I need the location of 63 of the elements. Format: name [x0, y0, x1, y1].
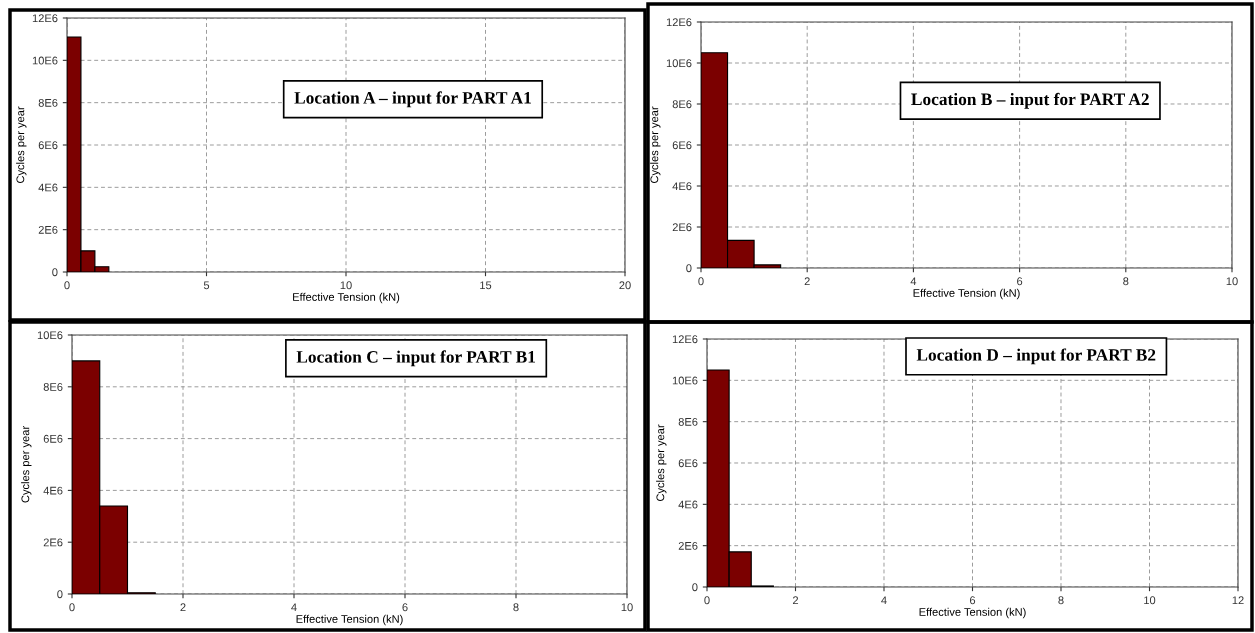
text: Location C – input for PART B1 [296, 350, 536, 367]
x-tick-label: 2 [180, 603, 186, 612]
y-axis-title: Cycles per year [650, 106, 661, 184]
x-axis-title: Effective Tension (kN) [296, 614, 403, 626]
x-tick-label: 4 [910, 277, 917, 286]
y-tick-label: 12E6 [672, 335, 698, 344]
x-tick-label: 2 [792, 596, 799, 605]
text: Location B – input for PART A2 [911, 92, 1149, 109]
y-tick-label: 0 [686, 264, 692, 273]
x-axis-title: Effective Tension (kN) [919, 607, 1026, 619]
y-tick-label: 0 [692, 583, 698, 592]
text: Location A – input for PART A1 [294, 91, 531, 108]
y-tick-label: 2E6 [678, 541, 698, 550]
y-tick-label: 10E6 [37, 331, 63, 340]
x-tick-label: 0 [698, 277, 704, 286]
x-tick-label: 12 [1232, 596, 1244, 605]
x-axis-title: Effective Tension (kN) [913, 288, 1020, 300]
x-tick-label: 6 [969, 596, 976, 605]
x-tick-label: 4 [881, 596, 887, 605]
y-tick-label: 4E6 [43, 486, 63, 495]
y-tick-label: 6E6 [672, 141, 692, 150]
y-tick-label: 2E6 [43, 538, 63, 547]
y-tick-label: 0 [52, 268, 58, 277]
y-tick-label: 8E6 [672, 100, 692, 109]
x-tick-label: 8 [1058, 596, 1064, 605]
text: Location D – input for PART B2 [916, 348, 1156, 365]
y-tick-label: 4E6 [38, 183, 58, 192]
x-tick-label: 10 [621, 603, 633, 612]
y-tick-label: 12E6 [666, 18, 692, 27]
y-tick-label: 6E6 [43, 434, 63, 443]
y-axis-title: Cycles per year [656, 424, 667, 502]
x-tick-label: 4 [291, 603, 297, 612]
y-tick-label: 2E6 [38, 225, 58, 234]
y-tick-label: 12E6 [32, 14, 58, 23]
x-tick-label: 5 [203, 281, 210, 290]
x-tick-label: 8 [513, 603, 519, 612]
y-tick-label: 4E6 [678, 500, 698, 509]
y-tick-label: 10E6 [32, 56, 58, 65]
x-tick-label: 10 [1144, 596, 1156, 605]
x-tick-label: 10 [340, 281, 352, 290]
x-tick-label: 6 [1017, 277, 1023, 286]
y-axis-title: Cycles per year [21, 426, 32, 503]
y-axis-title: Cycles per year [16, 106, 27, 184]
x-tick-label: 0 [64, 281, 70, 290]
y-tick-label: 4E6 [672, 182, 692, 191]
x-tick-label: 10 [1226, 277, 1238, 286]
y-tick-label: 2E6 [672, 223, 692, 232]
y-tick-label: 6E6 [678, 459, 698, 468]
y-tick-label: 10E6 [672, 376, 698, 385]
y-tick-label: 8E6 [678, 417, 698, 426]
x-tick-label: 8 [1123, 277, 1129, 286]
x-tick-label: 15 [480, 281, 492, 290]
y-tick-label: 8E6 [43, 383, 63, 391]
y-tick-label: 6E6 [38, 141, 58, 150]
y-tick-label: 8E6 [38, 98, 58, 107]
y-tick-label: 0 [57, 590, 63, 599]
x-axis-title: Effective Tension (kN) [293, 292, 400, 304]
x-tick-label: 0 [69, 603, 75, 612]
x-tick-label: 0 [704, 596, 710, 605]
x-tick-label: 20 [619, 281, 631, 290]
x-tick-label: 2 [804, 277, 810, 286]
x-tick-label: 6 [402, 603, 408, 612]
y-tick-label: 10E6 [666, 59, 692, 68]
